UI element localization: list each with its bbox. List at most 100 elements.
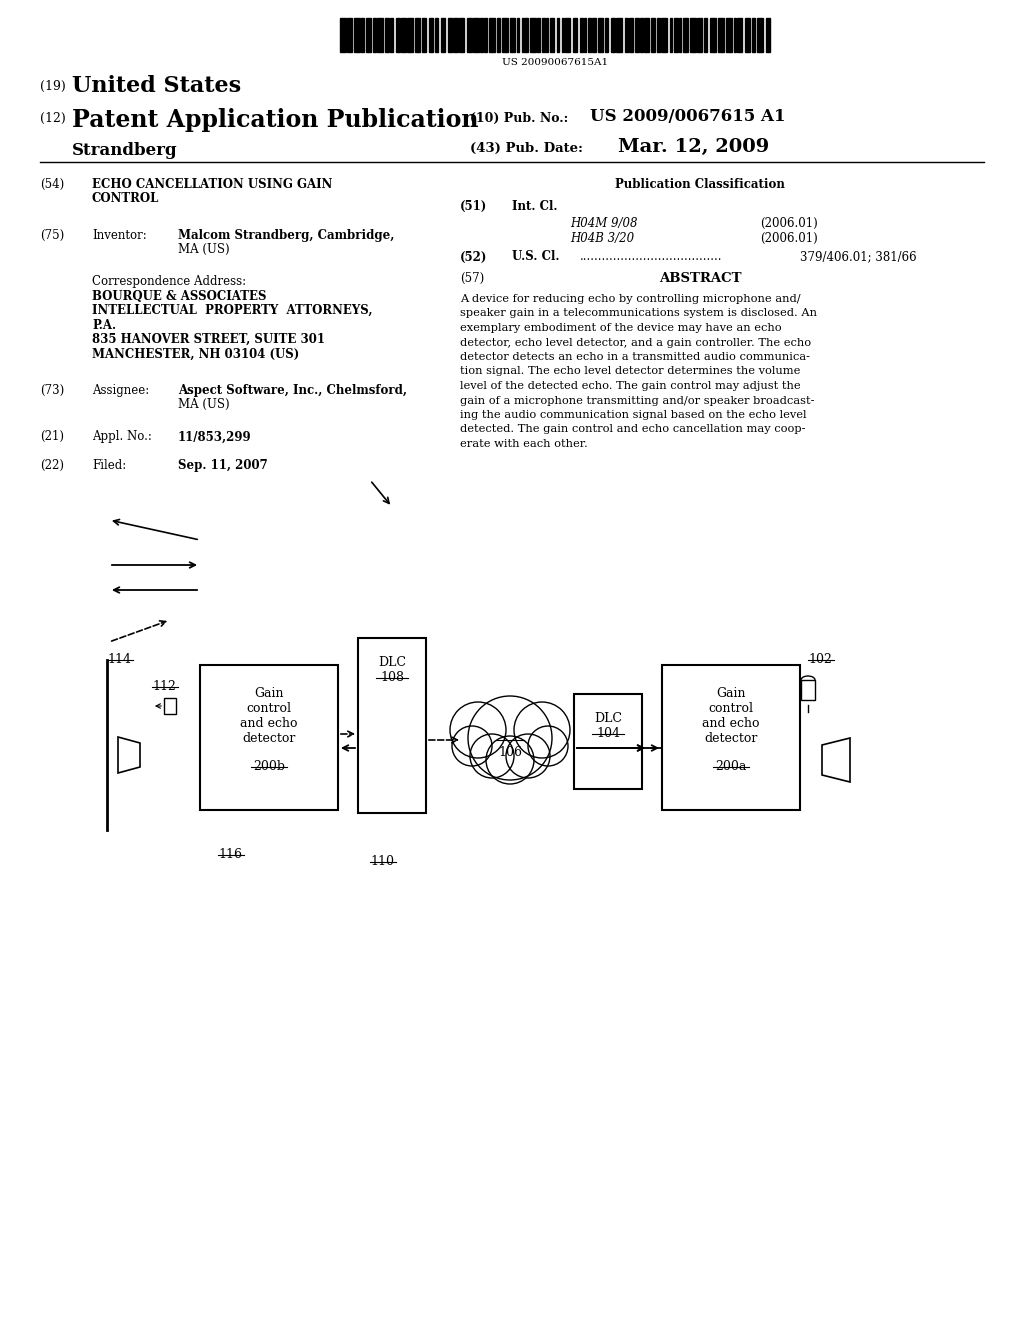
- Text: Publication Classification: Publication Classification: [615, 178, 785, 191]
- Bar: [340, 18, 346, 51]
- Bar: [347, 18, 352, 51]
- Text: 379/406.01; 381/66: 379/406.01; 381/66: [800, 251, 916, 264]
- Bar: [745, 18, 750, 51]
- Text: (21): (21): [40, 430, 63, 444]
- Bar: [366, 18, 371, 51]
- Text: 104: 104: [596, 727, 620, 741]
- Bar: [734, 18, 736, 51]
- Bar: [705, 18, 707, 51]
- Bar: [565, 18, 570, 51]
- Text: H04M 9/08: H04M 9/08: [570, 218, 638, 230]
- Bar: [517, 18, 519, 51]
- Bar: [757, 18, 763, 51]
- Polygon shape: [822, 738, 850, 781]
- Circle shape: [450, 702, 506, 758]
- Bar: [635, 18, 639, 51]
- Bar: [537, 18, 540, 51]
- Bar: [690, 18, 696, 51]
- Text: US 2009/0067615 A1: US 2009/0067615 A1: [590, 108, 785, 125]
- Text: (54): (54): [40, 178, 65, 191]
- Bar: [453, 18, 458, 51]
- Text: P.A.: P.A.: [92, 318, 116, 331]
- Bar: [562, 18, 564, 51]
- Bar: [679, 18, 681, 51]
- Text: (19): (19): [40, 81, 66, 92]
- Bar: [407, 18, 413, 51]
- Text: (12): (12): [40, 112, 66, 125]
- Bar: [401, 18, 406, 51]
- Text: detected. The gain control and echo cancellation may coop-: detected. The gain control and echo canc…: [460, 425, 806, 434]
- Bar: [625, 18, 628, 51]
- Bar: [441, 18, 445, 51]
- Text: and echo: and echo: [241, 717, 298, 730]
- Bar: [489, 18, 495, 51]
- Text: (57): (57): [460, 272, 484, 285]
- Text: 200a: 200a: [716, 760, 746, 774]
- Text: detector detects an echo in a transmitted audio communica-: detector detects an echo in a transmitte…: [460, 352, 810, 362]
- Circle shape: [486, 737, 534, 784]
- Text: 11/853,299: 11/853,299: [178, 430, 252, 444]
- Text: Inventor:: Inventor:: [92, 228, 146, 242]
- Text: 110: 110: [370, 855, 394, 869]
- Bar: [459, 18, 464, 51]
- Text: 102: 102: [808, 653, 831, 667]
- Bar: [683, 18, 688, 51]
- Bar: [542, 18, 545, 51]
- Text: United States: United States: [72, 75, 241, 96]
- Text: 116: 116: [218, 847, 242, 861]
- Text: (22): (22): [40, 459, 63, 473]
- Bar: [629, 18, 633, 51]
- Bar: [164, 698, 176, 714]
- Bar: [657, 18, 660, 51]
- Bar: [484, 18, 487, 51]
- Text: 835 HANOVER STREET, SUITE 301: 835 HANOVER STREET, SUITE 301: [92, 333, 325, 346]
- Bar: [588, 18, 591, 51]
- Text: tion signal. The echo level detector determines the volume: tion signal. The echo level detector det…: [460, 367, 801, 376]
- Bar: [522, 18, 528, 51]
- Text: Int. Cl.: Int. Cl.: [512, 199, 557, 213]
- Circle shape: [452, 726, 492, 766]
- Text: gain of a microphone transmitting and/or speaker broadcast-: gain of a microphone transmitting and/or…: [460, 396, 814, 405]
- Bar: [737, 18, 742, 51]
- Bar: [354, 18, 360, 51]
- Bar: [358, 638, 426, 813]
- Bar: [640, 18, 643, 51]
- Text: (10) Pub. No.:: (10) Pub. No.:: [470, 112, 568, 125]
- Bar: [550, 18, 554, 51]
- Bar: [480, 18, 483, 51]
- Text: control: control: [247, 702, 292, 715]
- Text: Gain: Gain: [254, 686, 284, 700]
- Text: A device for reducing echo by controlling microphone and/: A device for reducing echo by controllin…: [460, 294, 801, 304]
- Text: DLC: DLC: [378, 656, 406, 669]
- Text: MA (US): MA (US): [178, 399, 229, 412]
- Text: Gain: Gain: [716, 686, 745, 700]
- Text: Malcom Strandberg, Cambridge,: Malcom Strandberg, Cambridge,: [178, 228, 394, 242]
- Text: MA (US): MA (US): [178, 243, 229, 256]
- Text: MANCHESTER, NH 03104 (US): MANCHESTER, NH 03104 (US): [92, 347, 299, 360]
- Text: ECHO CANCELLATION USING GAIN: ECHO CANCELLATION USING GAIN: [92, 178, 333, 191]
- Text: (43) Pub. Date:: (43) Pub. Date:: [470, 143, 583, 154]
- Bar: [670, 18, 672, 51]
- Text: US 20090067615A1: US 20090067615A1: [502, 58, 608, 67]
- Text: 200b: 200b: [253, 760, 285, 774]
- Bar: [574, 694, 642, 789]
- Text: 114: 114: [106, 653, 131, 667]
- Text: control: control: [709, 702, 754, 715]
- Bar: [429, 18, 433, 51]
- Text: CONTROL: CONTROL: [92, 193, 160, 206]
- Bar: [546, 18, 548, 51]
- Circle shape: [470, 734, 514, 777]
- Bar: [435, 18, 438, 51]
- Bar: [611, 18, 615, 51]
- Text: Mar. 12, 2009: Mar. 12, 2009: [618, 139, 769, 156]
- Bar: [605, 18, 608, 51]
- Text: Correspondence Address:: Correspondence Address:: [92, 275, 246, 288]
- Bar: [616, 18, 622, 51]
- Circle shape: [468, 696, 552, 780]
- Circle shape: [528, 726, 568, 766]
- Text: Strandberg: Strandberg: [72, 143, 177, 158]
- Text: erate with each other.: erate with each other.: [460, 440, 588, 449]
- Text: DLC: DLC: [594, 711, 622, 725]
- Bar: [396, 18, 400, 51]
- Text: ABSTRACT: ABSTRACT: [658, 272, 741, 285]
